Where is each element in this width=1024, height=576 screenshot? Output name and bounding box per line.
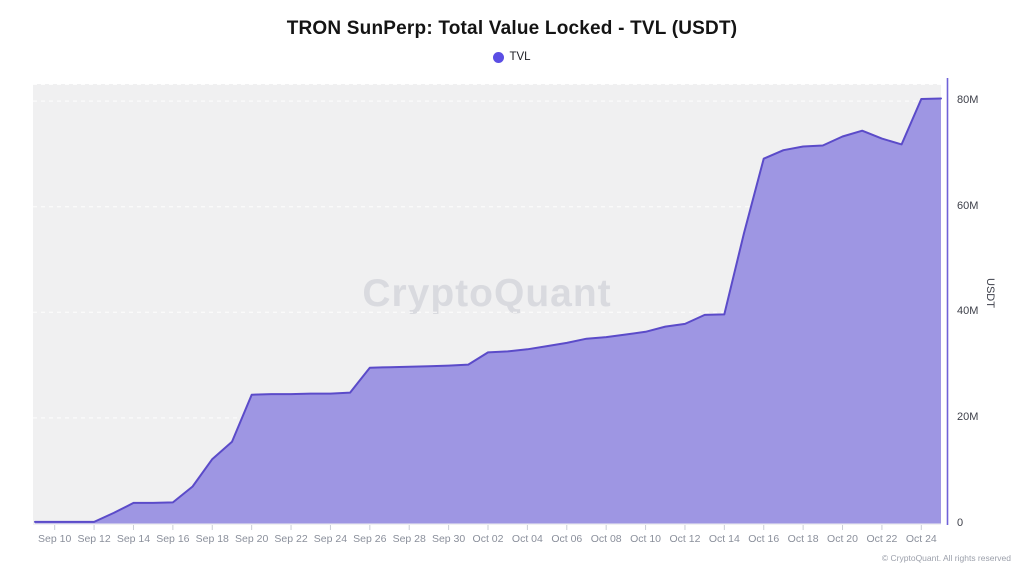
x-tick-label: Sep 14 xyxy=(116,533,151,545)
x-tick-label: Oct 12 xyxy=(669,533,701,545)
x-tick-label: Oct 08 xyxy=(590,533,622,545)
watermark: CryptoQuant xyxy=(362,272,612,315)
copyright-notice: © CryptoQuant. All rights reserved xyxy=(881,553,1011,563)
x-tick-label: Oct 06 xyxy=(551,533,583,545)
y-tick-label: 20M xyxy=(957,410,979,423)
x-tick-label: Sep 12 xyxy=(77,533,111,545)
y-tick-label: 0 xyxy=(957,516,964,529)
x-tick-label: Sep 24 xyxy=(313,533,348,545)
y-tick-label: 80M xyxy=(957,94,979,107)
legend-label: TVL xyxy=(509,51,531,63)
x-tick-label: Oct 20 xyxy=(827,533,858,545)
y-tick-label: 40M xyxy=(957,305,979,318)
x-tick-label: Sep 26 xyxy=(353,533,387,545)
x-tick-label: Oct 22 xyxy=(866,533,898,545)
x-tick-label: Oct 18 xyxy=(787,533,819,545)
x-tick-label: Oct 16 xyxy=(748,533,780,545)
x-tick-label: Sep 28 xyxy=(392,533,426,545)
legend[interactable]: TVL xyxy=(0,49,1024,65)
tvl-line xyxy=(34,97,942,523)
x-tick-label: Oct 14 xyxy=(708,533,740,545)
chart-title: TRON SunPerp: Total Value Locked - TVL (… xyxy=(286,18,738,39)
x-tick-label: Sep 22 xyxy=(274,533,308,545)
x-tick-label: Sep 20 xyxy=(235,533,269,545)
x-tick-label: Sep 10 xyxy=(38,533,72,545)
legend-dot-icon xyxy=(493,51,505,63)
x-tick-label: Oct 24 xyxy=(905,533,937,545)
x-tick-label: Oct 04 xyxy=(511,533,543,545)
tvl-area xyxy=(35,98,941,524)
x-tick-label: Oct 10 xyxy=(630,533,662,545)
x-tick-label: Sep 30 xyxy=(431,533,466,545)
x-tick-label: Oct 02 xyxy=(472,533,504,545)
y-tick-label: 60M xyxy=(957,199,979,212)
x-tick-label: Sep 18 xyxy=(195,533,229,545)
x-tick-label: Sep 16 xyxy=(156,533,190,545)
y-axis-title: USDT xyxy=(984,278,996,308)
